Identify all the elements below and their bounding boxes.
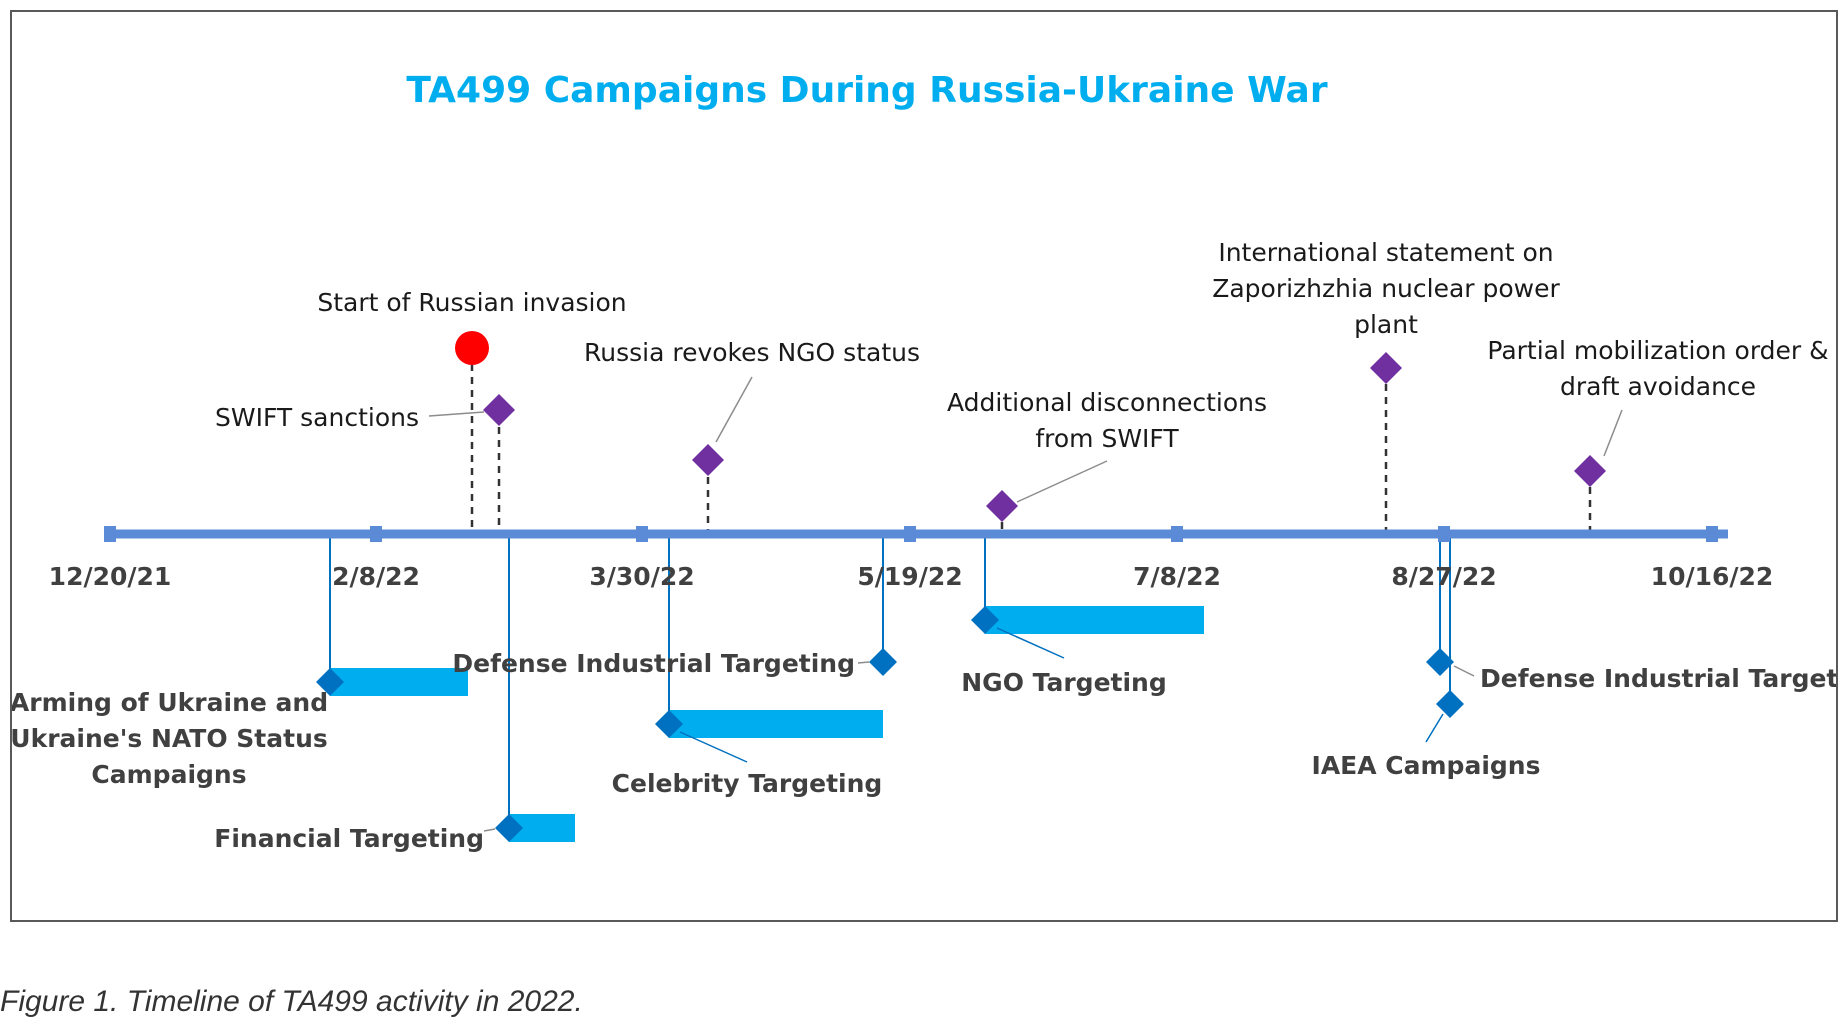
campaign-label: Financial Targeting: [214, 824, 484, 853]
axis-tick-mark: [1438, 526, 1450, 542]
campaign-marker: [971, 606, 999, 634]
campaign-leader-line: [1453, 665, 1475, 677]
axis-tick-label: 3/30/22: [589, 562, 694, 591]
axis-tick-label: 7/8/22: [1133, 562, 1221, 591]
campaign-leader-line: [1425, 713, 1444, 743]
event-label-line: International statement on: [1218, 238, 1553, 267]
event-leader-line: [715, 376, 753, 443]
campaign-label-line: Defense Industrial Targeting: [1480, 664, 1836, 693]
campaign-label: Defense Industrial Targeting: [452, 649, 855, 678]
event-label-line: plant: [1354, 310, 1418, 339]
event-label: SWIFT sanctions: [215, 403, 419, 432]
campaign-marker: [1436, 690, 1464, 718]
event-leader-line: [1603, 409, 1623, 457]
campaign-label-line: Celebrity Targeting: [612, 769, 883, 798]
campaign-leader-line: [679, 731, 748, 763]
campaign-label-line: IAEA Campaigns: [1312, 751, 1541, 780]
timeline-axis: 12/20/21 2/8/22 3/30/22 5/19/22 7/8/22 8/27/2…: [49, 526, 1774, 591]
campaign-label-line: Arming of Ukraine and: [12, 688, 328, 717]
event-label: Partial mobilization order & draft avoida…: [1487, 336, 1828, 401]
markers: [316, 331, 1606, 842]
campaign-label-line: NGO Targeting: [961, 668, 1167, 697]
campaign-bar: [985, 606, 1204, 634]
campaign-label: Celebrity Targeting: [612, 769, 883, 798]
campaign-marker: [1426, 648, 1454, 676]
event-label: Additional disconnections from SWIFT: [947, 388, 1267, 453]
campaign-bar: [669, 710, 883, 738]
axis-tick-label: 10/16/22: [1651, 562, 1774, 591]
axis-tick-mark: [370, 526, 382, 542]
axis-tick-label: 12/20/21: [49, 562, 172, 591]
event-marker-ngo-status: [692, 444, 724, 476]
figure-frame: TA499 Campaigns During Russia-Ukraine Wa…: [10, 10, 1838, 922]
campaign-bar: [330, 668, 468, 696]
campaign-marker: [495, 814, 523, 842]
campaign-bars: [330, 606, 1204, 842]
event-label-line: Zaporizhzhia nuclear power: [1212, 274, 1560, 303]
campaign-label: Arming of Ukraine and Ukraine's NATO Stat…: [12, 688, 328, 789]
campaign-label-line: Ukraine's NATO Status: [12, 724, 328, 753]
event-label: International statement on Zaporizhzhia n…: [1212, 238, 1560, 339]
campaign-leader-line: [483, 828, 496, 832]
event-label-line: draft avoidance: [1560, 372, 1756, 401]
event-label-line: SWIFT sanctions: [215, 403, 419, 432]
axis-tick-mark: [636, 526, 648, 542]
campaign-label-line: Campaigns: [91, 760, 246, 789]
event-leader-line: [428, 411, 485, 417]
diagram-title: TA499 Campaigns During Russia-Ukraine Wa…: [406, 70, 1327, 111]
event-marker-mobilization: [1574, 455, 1606, 487]
campaign-leader-line: [857, 661, 870, 664]
connector-lines: [329, 364, 1623, 832]
axis-tick-label: 2/8/22: [332, 562, 420, 591]
axis-tick-mark: [904, 526, 916, 542]
event-label-line: from SWIFT: [1035, 424, 1179, 453]
event-label-line: Russia revokes NGO status: [584, 338, 920, 367]
event-marker-swift-2: [986, 490, 1018, 522]
campaign-marker: [869, 648, 897, 676]
event-marker-zaporizhzhia: [1370, 352, 1402, 384]
event-marker-swift: [483, 394, 515, 426]
axis-tick-mark: [1171, 526, 1183, 542]
event-label-line: Additional disconnections: [947, 388, 1267, 417]
timeline-diagram: TA499 Campaigns During Russia-Ukraine Wa…: [12, 70, 1836, 853]
figure-caption: Figure 1. Timeline of TA499 activity in …: [0, 985, 583, 1018]
axis-tick-label: 5/19/22: [857, 562, 962, 591]
campaign-marker: [655, 710, 683, 738]
event-label-line: Start of Russian invasion: [317, 288, 626, 317]
campaign-label-line: Defense Industrial Targeting: [452, 649, 855, 678]
campaign-label: NGO Targeting: [961, 668, 1167, 697]
campaign-marker: [316, 668, 344, 696]
event-leader-line: [1016, 460, 1108, 503]
axis-tick-label: 8/27/22: [1391, 562, 1496, 591]
axis-tick-mark: [104, 526, 116, 542]
event-label: Russia revokes NGO status: [584, 338, 920, 367]
campaign-leader-line: [996, 627, 1065, 659]
event-label-line: Partial mobilization order &: [1487, 336, 1828, 365]
campaign-label-line: Financial Targeting: [214, 824, 484, 853]
axis-tick-mark: [1706, 526, 1718, 542]
event-marker-invasion: [455, 331, 489, 365]
campaign-label: IAEA Campaigns: [1312, 751, 1541, 780]
labels: Start of Russian invasion SWIFT sanctions…: [12, 238, 1836, 853]
campaign-label: Defense Industrial Targeting: [1480, 664, 1836, 693]
event-label: Start of Russian invasion: [317, 288, 626, 317]
